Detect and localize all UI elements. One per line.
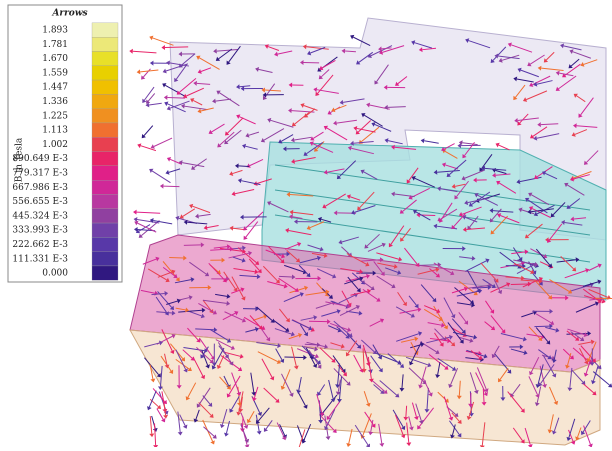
legend-swatch <box>92 66 118 80</box>
legend-swatch <box>92 137 118 151</box>
arrow-shaft <box>388 107 406 108</box>
arrow-shaft <box>155 423 156 445</box>
arrow-head <box>133 210 137 215</box>
arrow-shaft <box>157 409 163 420</box>
arrow-head <box>161 45 165 50</box>
arrow-head <box>134 227 138 232</box>
arrow-shaft <box>167 98 185 99</box>
arrow-head <box>166 60 170 65</box>
arrow-head <box>379 443 384 447</box>
arrow-shaft <box>163 186 179 187</box>
arrow-shaft <box>184 245 201 246</box>
legend-label: 890.649 E-3 <box>12 154 68 164</box>
legend-label: 111.331 E-3 <box>12 254 68 264</box>
arrow-head <box>150 379 155 383</box>
legend-label: 1.893 <box>42 26 68 36</box>
legend-swatch <box>92 209 118 223</box>
legend-label: 1.670 <box>42 54 68 64</box>
legend-label: 1.447 <box>42 83 68 93</box>
arrow-head <box>178 432 183 436</box>
arrow-head <box>457 143 461 148</box>
legend-swatch <box>92 237 118 251</box>
legend-label: 1.225 <box>42 111 68 121</box>
arrow-shaft <box>150 416 151 434</box>
legend-label: 779.317 E-3 <box>12 169 68 179</box>
arrow-shaft <box>154 138 172 146</box>
legend-label: 445.324 E-3 <box>12 211 68 221</box>
arrow-shaft <box>424 141 439 143</box>
legend-swatch <box>92 152 118 166</box>
arrow-head <box>406 442 411 446</box>
legend-label: 667.986 E-3 <box>12 183 68 193</box>
legend-swatch <box>92 23 118 37</box>
legend-swatch <box>92 94 118 108</box>
legend-swatch <box>92 109 118 123</box>
legend-swatch <box>92 180 118 194</box>
arrow-shaft <box>149 103 162 105</box>
legend-swatch <box>92 80 118 94</box>
legend-label: 1.559 <box>42 68 68 78</box>
arrow-shaft <box>279 276 292 277</box>
legend-label: 0.000 <box>42 269 68 279</box>
legend-label: 1.781 <box>42 40 68 50</box>
legend-title: Arrows <box>51 9 87 19</box>
arrow-shaft <box>203 427 214 437</box>
arrow-head <box>137 69 141 74</box>
legend-swatch <box>92 123 118 137</box>
legend-label: 333.993 E-3 <box>12 226 68 236</box>
field-plot: Arrows B in Tesla 1.8931.7811.6701.5591.… <box>0 0 612 447</box>
arrow-head <box>326 436 331 440</box>
legend: Arrows B in Tesla 1.8931.7811.6701.5591.… <box>8 5 122 282</box>
legend-swatch <box>92 51 118 65</box>
arrow-shaft <box>238 166 248 167</box>
arrow-head <box>160 184 164 189</box>
arrow-head <box>149 433 154 437</box>
arrow-shaft <box>148 93 154 101</box>
arrow-shaft <box>149 391 156 407</box>
viewer: Arrows B in Tesla 1.8931.7811.6701.5591.… <box>0 0 612 447</box>
legend-label: 1.336 <box>42 97 68 107</box>
arrow-shaft <box>144 87 154 100</box>
legend-label: 556.655 E-3 <box>12 197 68 207</box>
arrow-shaft <box>144 126 153 136</box>
arrow-head <box>257 431 262 435</box>
arrow-head <box>163 415 168 419</box>
legend-label: 1.002 <box>42 140 68 150</box>
arrow-shaft <box>462 143 477 145</box>
arrow-shaft <box>143 69 150 77</box>
legend-swatch <box>92 252 118 266</box>
arrow-shaft <box>534 326 549 327</box>
legend-swatch <box>92 37 118 51</box>
arrow-head <box>164 95 168 100</box>
legend-swatch <box>92 223 118 237</box>
legend-swatch <box>92 166 118 180</box>
arrow-shaft <box>137 212 161 213</box>
arrow-head <box>346 443 351 447</box>
legend-label: 222.662 E-3 <box>12 240 68 250</box>
legend-swatch <box>92 194 118 208</box>
arrow-shaft <box>165 47 188 48</box>
arrow-head <box>150 61 154 66</box>
arrow-head <box>421 138 425 143</box>
legend-label: 1.113 <box>42 126 68 136</box>
arrow-head <box>142 99 146 103</box>
arrow-head <box>129 49 133 54</box>
legend-swatch <box>92 266 118 280</box>
arrow-shaft <box>133 51 157 53</box>
arrow-head <box>244 236 248 240</box>
